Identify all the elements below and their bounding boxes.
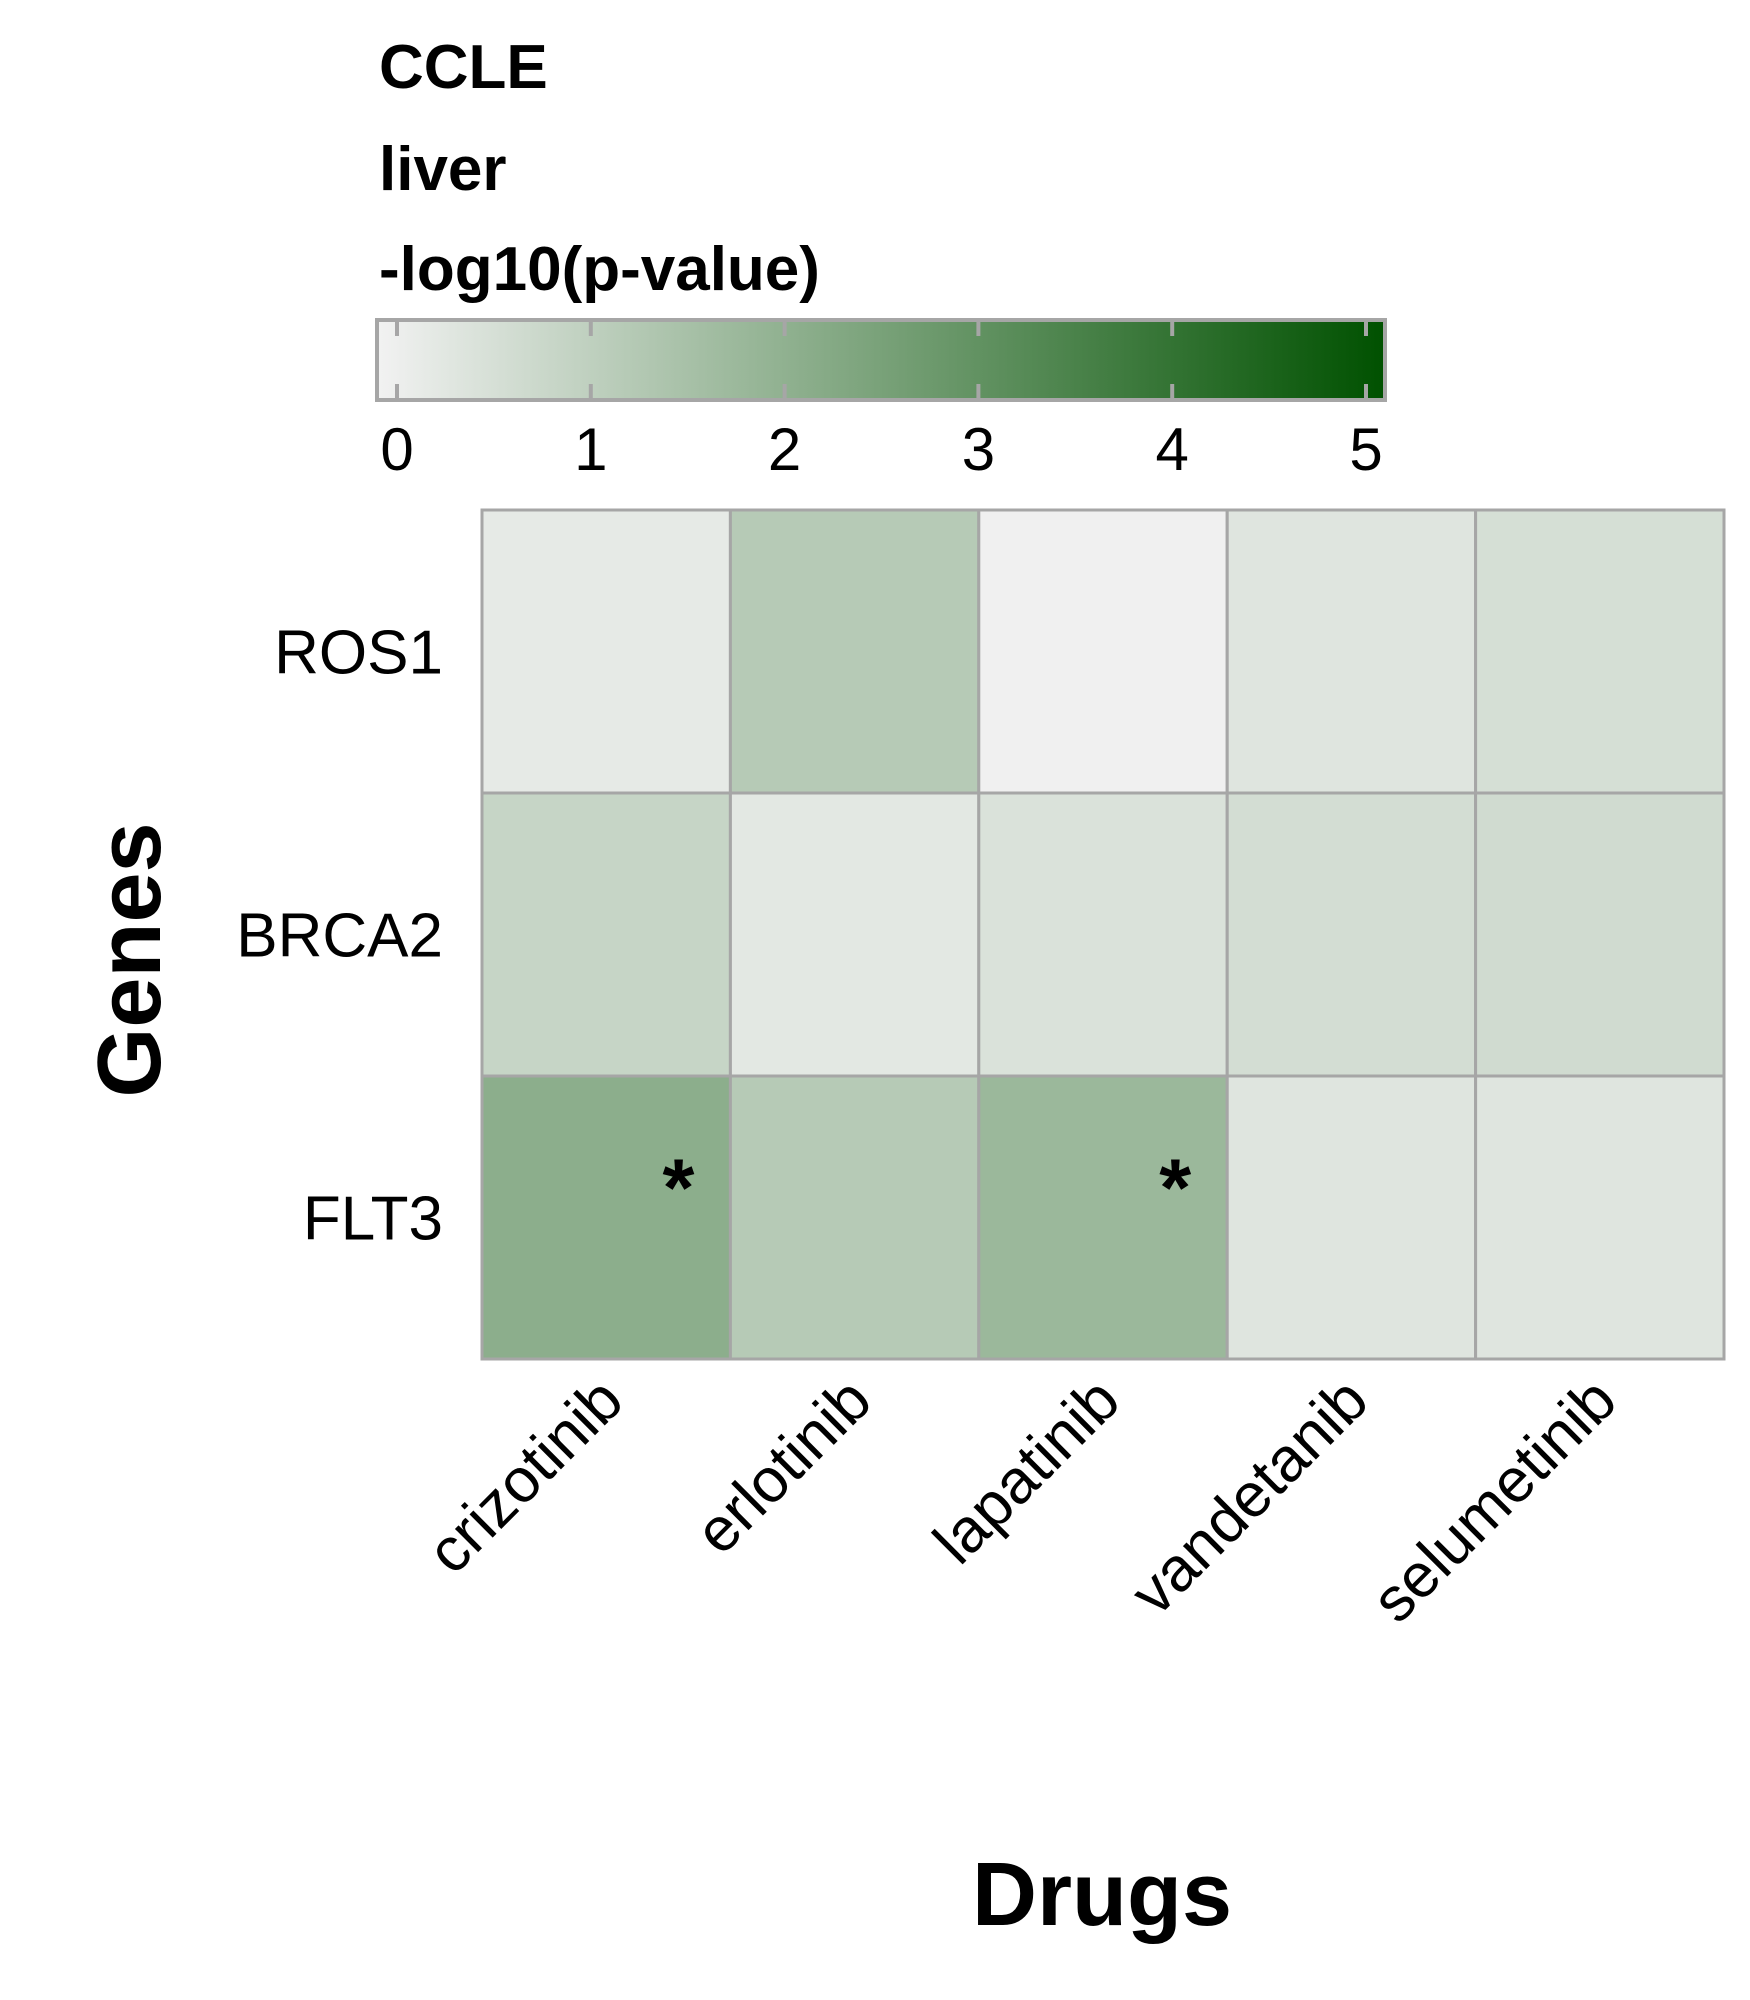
column-label-vandetanib: vandetanib — [1118, 1365, 1381, 1628]
heatmap-cell-BRCA2-crizotinib — [480, 791, 732, 1078]
heatmap-cell-BRCA2-erlotinib — [728, 791, 981, 1078]
legend-title-line-2: liver — [379, 135, 507, 204]
row-labels: ROS1 BRCA2 FLT3 — [236, 619, 443, 1254]
heatmap-cell-FLT3-vandetanib — [1225, 1074, 1478, 1361]
heatmap-cell-FLT3-erlotinib — [728, 1074, 981, 1361]
significance-marker: * — [1159, 1143, 1191, 1234]
heatmap-cells: * * — [480, 508, 1726, 1361]
heatmap-cell-BRCA2-vandetanib — [1225, 791, 1478, 1078]
column-label-lapatinib: lapatinib — [921, 1365, 1133, 1577]
y-axis-title: Genes — [80, 822, 180, 1097]
heatmap-cell-BRCA2-selumetinib — [1474, 791, 1726, 1078]
significance-marker: * — [662, 1143, 694, 1234]
heatmap-cell-FLT3-selumetinib — [1474, 1074, 1726, 1361]
legend-color-bar — [375, 318, 1387, 402]
legend-tick-label: 0 — [380, 416, 413, 483]
legend-tick-label: 1 — [574, 416, 607, 483]
heatmap-cell-BRCA2-lapatinib — [977, 791, 1229, 1078]
legend-tick-label: 2 — [768, 416, 801, 483]
row-label-ROS1: ROS1 — [274, 619, 443, 688]
column-labels: crizotinib erlotinib lapatinibvandetanibse… — [414, 1365, 1629, 1636]
heatmap-cell-ROS1-lapatinib — [977, 508, 1229, 795]
row-label-FLT3: FLT3 — [303, 1185, 443, 1254]
column-label-erlotinib: erlotinib — [682, 1365, 884, 1567]
heatmap-cell-ROS1-selumetinib — [1474, 508, 1726, 795]
legend-tick-label: 5 — [1349, 416, 1382, 483]
row-label-BRCA2: BRCA2 — [236, 902, 443, 971]
legend: CCLE liver -log10(p-value) 0 1 2 3 4 5 — [375, 33, 1387, 483]
legend-ticks: 0 1 2 3 4 5 — [380, 322, 1383, 483]
heatmap-cell-ROS1-erlotinib — [728, 508, 981, 795]
heatmap-cell-ROS1-crizotinib — [480, 508, 732, 795]
legend-title-line-1: CCLE — [379, 33, 548, 102]
legend-title-line-3: -log10(p-value) — [379, 235, 820, 304]
heatmap-cell-ROS1-vandetanib — [1225, 508, 1478, 795]
column-label-selumetinib: selumetinib — [1359, 1365, 1630, 1636]
legend-tick-label: 4 — [1156, 416, 1189, 483]
x-axis-title: Drugs — [972, 1845, 1232, 1945]
column-label-crizotinib: crizotinib — [414, 1365, 636, 1587]
legend-tick-label: 3 — [962, 416, 995, 483]
